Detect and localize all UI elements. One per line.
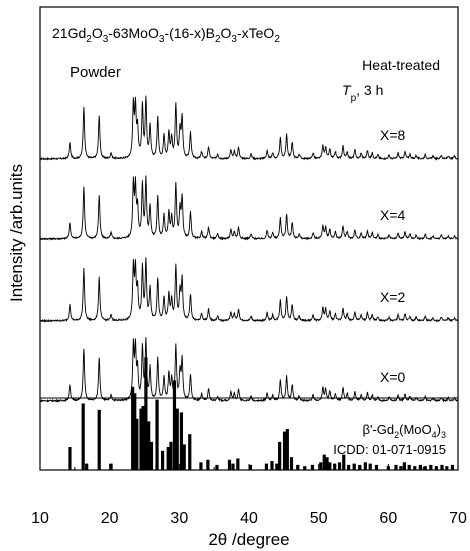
reference-line [296,464,300,470]
reference-line [179,412,184,470]
y-axis-title: Intensity /arb.units [7,164,26,302]
reference-line [182,444,186,470]
reference-line [97,409,101,470]
reference-line [169,441,173,470]
reference-line [322,454,326,470]
reference-line [358,464,362,470]
reference-line [402,462,406,470]
x-tick-label: 50 [310,510,328,527]
reference-card-label: ICDD: 01-071-0915 [333,442,446,457]
treatment-label-line1: Heat-treated [362,57,440,73]
x-tick-label: 70 [449,510,467,527]
reference-line [264,463,269,470]
reference-line [423,466,427,470]
reference-line [166,446,170,470]
reference-line [325,457,329,470]
trace-x4 [39,175,459,241]
reference-line [399,466,403,470]
reference-line [429,464,433,470]
reference-line [175,408,179,470]
reference-line [374,464,379,470]
reference-line [68,446,72,470]
reference-line [450,464,455,470]
reference-phase-label: β'-Gd2(MoO4)3 [362,422,446,440]
reference-line [368,463,372,470]
reference-line [434,466,438,470]
reference-line [270,461,274,470]
reference-line [342,454,346,470]
reference-line [215,464,219,470]
x-tick-label: 60 [379,510,397,527]
reference-line [147,421,151,470]
reference-line [363,462,367,470]
x-axis: 10 20 30 40 50 60 70 [31,464,467,527]
reference-line [141,406,145,470]
reference-lines [68,357,455,470]
series-group [39,95,459,403]
reference-line [275,463,279,470]
x-tick-label: 40 [240,510,258,527]
reference-line [310,464,314,470]
treatment-subscript: p [351,93,357,104]
reference-line [352,463,356,470]
x-tick-label: 20 [101,510,119,527]
reference-line [278,441,282,470]
reference-line [418,464,422,470]
reference-line [199,462,203,470]
series-label-x2: X=2 [380,289,406,305]
reference-line [413,466,417,470]
series-label-x8: X=8 [380,127,406,143]
reference-line [231,463,235,470]
reference-line [333,463,337,470]
sample-form-label: Powder [70,64,121,81]
reference-line [337,462,342,470]
reference-line [319,462,323,470]
reference-line [394,464,398,470]
trace-x0 [39,337,459,403]
reference-line [236,458,240,470]
reference-line [445,466,449,470]
reference-line [328,462,332,470]
reference-line [144,357,148,470]
reference-line [248,464,252,470]
treatment-symbol: T [342,82,352,98]
reference-line [81,403,85,470]
trace-x2 [39,257,459,324]
reference-line [347,464,351,470]
x-tick-label: 10 [31,510,49,527]
reference-line [133,393,137,470]
reference-line [161,450,165,470]
reference-line [149,441,154,470]
reference-line [131,386,135,470]
treatment-rest: , 3 h [356,82,383,98]
treatment-label-line2: Tp, 3 h [342,82,383,104]
reference-line [227,459,232,470]
series-label-x0: X=0 [380,369,406,385]
reference-line [282,431,287,470]
x-tick-label: 30 [170,510,188,527]
reference-line [109,463,113,470]
reference-line [303,466,307,470]
reference-line [135,418,139,470]
reference-line [155,399,159,470]
reference-line [188,434,192,470]
reference-line [440,464,444,470]
x-axis-title: 2θ /degree [208,530,289,549]
trace-x8 [39,95,459,161]
series-label-x4: X=4 [380,207,406,223]
reference-line [139,408,143,470]
reference-line [285,429,289,470]
reference-line [172,380,177,470]
reference-line [289,457,294,470]
reference-line [206,459,210,470]
reference-line [85,463,89,470]
composition-label: 21Gd2O3-63MoO3-(16-x)B2O3-xTeO2 [52,25,280,45]
reference-line [407,464,411,470]
